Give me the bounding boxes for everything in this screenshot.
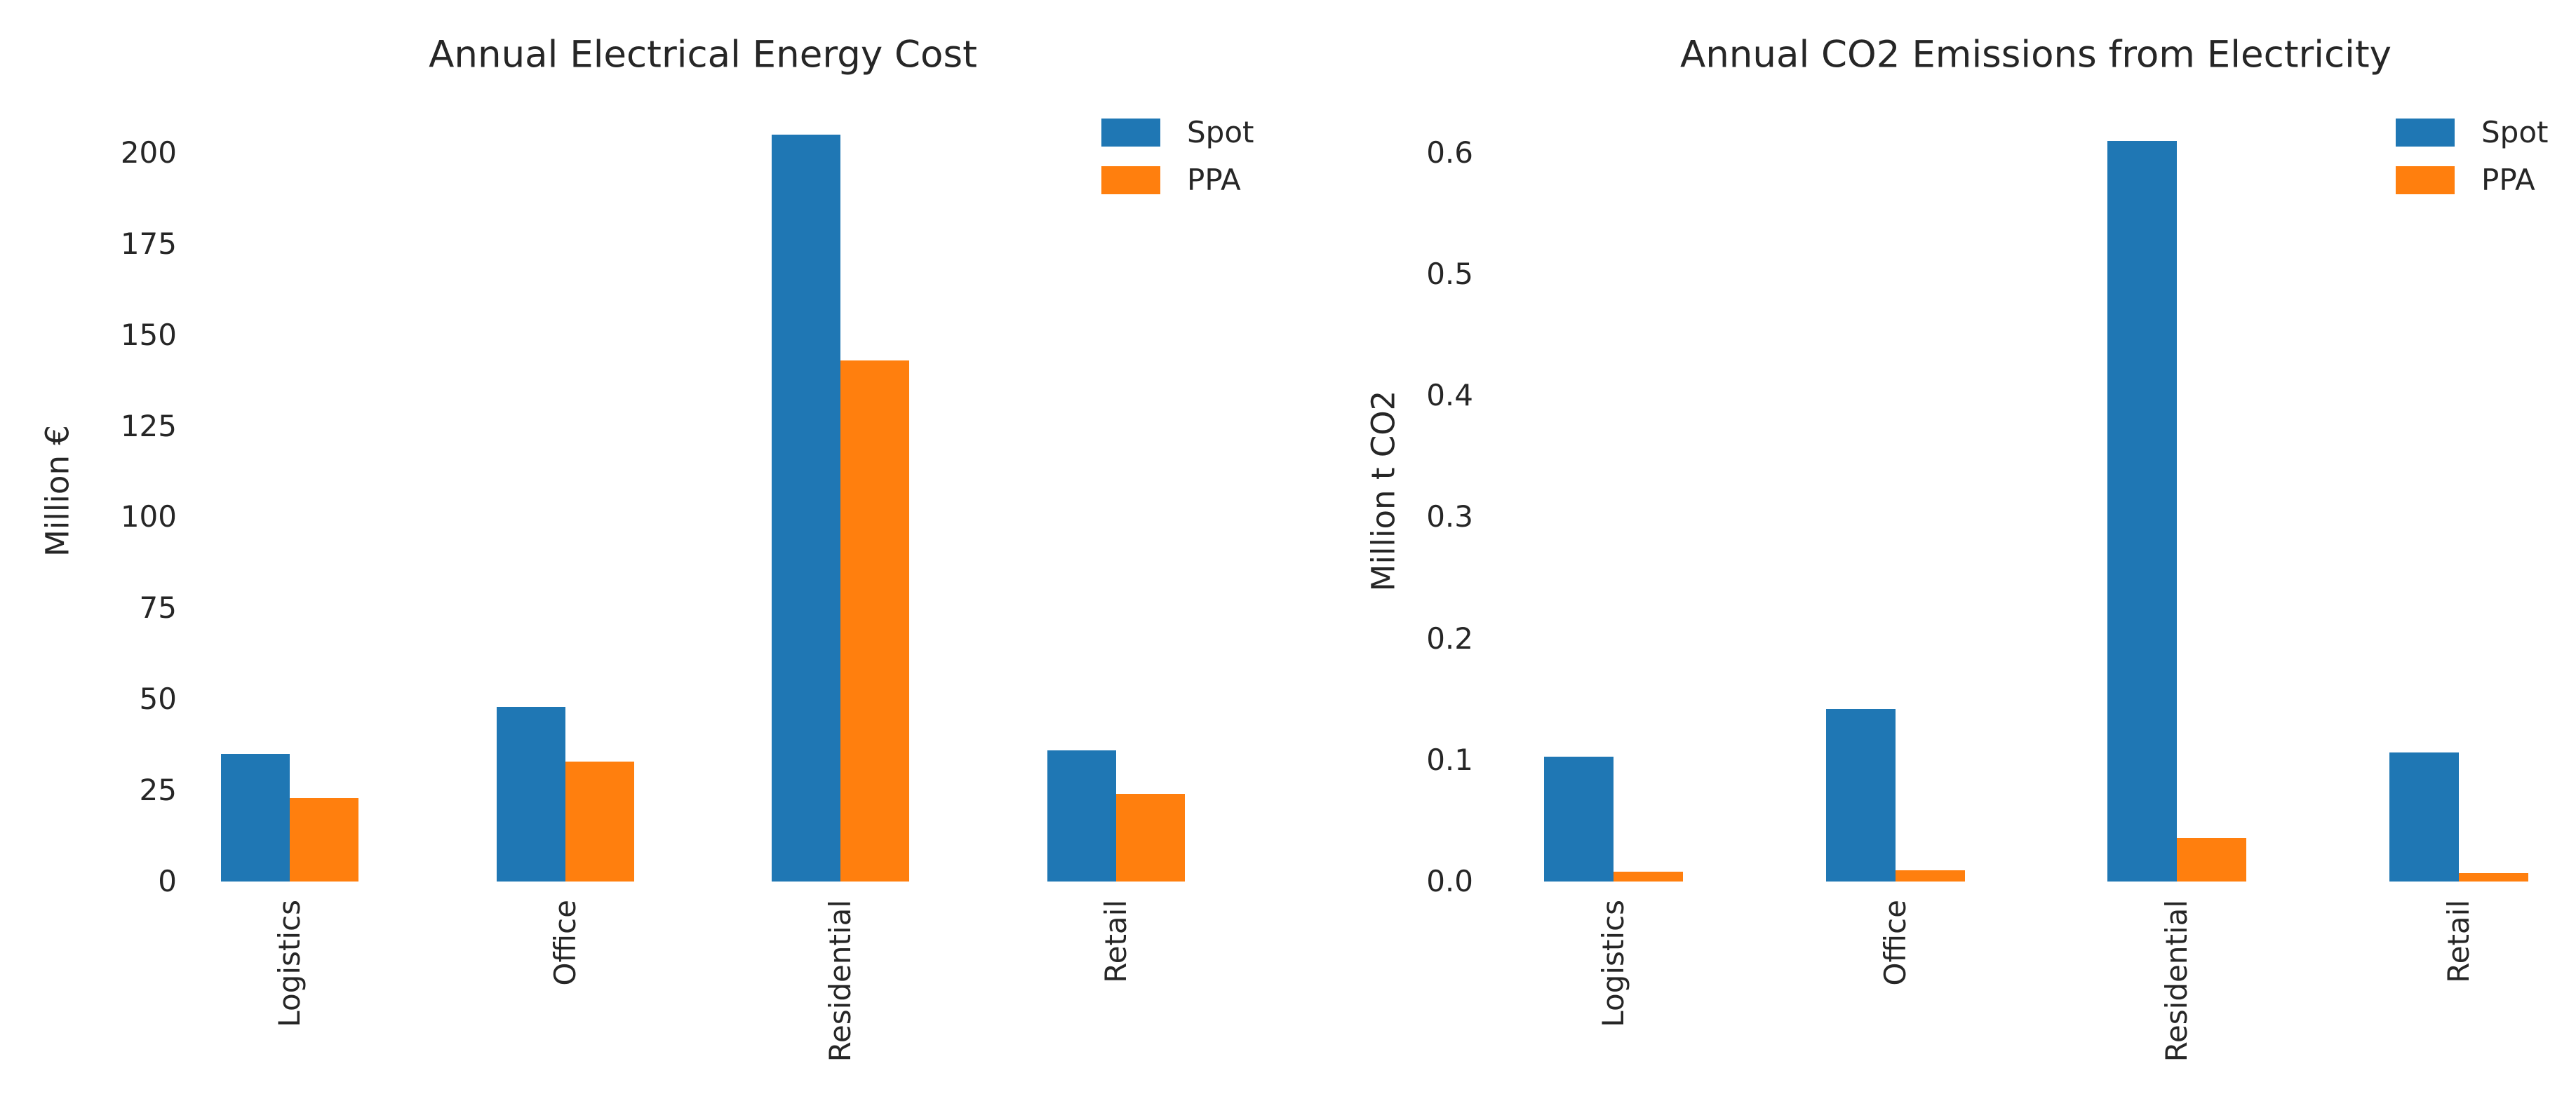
bar-residential-ppa [840,360,909,882]
legend-label-spot: Spot [2481,115,2549,149]
y-tick-label: 0.1 [1426,742,1473,777]
x-tick-label-logistics: Logistics [1596,900,1630,1027]
legend-label-ppa: PPA [1187,163,1241,197]
y-axis-label: Million t CO2 [1364,390,1402,592]
legend: Spot PPA [1101,118,1254,195]
bar-retail-spot [2389,752,2459,882]
bar-retail-ppa [2458,872,2528,882]
legend: Spot PPA [2396,118,2548,195]
y-tick-label: 175 [120,226,177,261]
bar-residential-spot [772,134,840,882]
legend-swatch-ppa-icon [2396,166,2455,194]
bar-logistics-spot [221,754,290,882]
y-tick-label: 200 [120,135,177,170]
y-tick-label: 25 [139,773,177,808]
bar-logistics-spot [1544,756,1614,882]
bar-residential-spot [2107,140,2177,882]
y-tick-label: 0 [158,864,177,898]
y-tick-label: 0.6 [1426,135,1473,170]
y-tick-label: 0.2 [1426,621,1473,656]
y-tick-label: 125 [120,408,177,443]
y-tick-label: 75 [139,590,177,626]
bar-logistics-ppa [1614,872,1683,882]
y-tick-label: 0.0 [1426,864,1473,898]
legend-item-ppa: PPA [1101,166,1254,195]
legend-label-ppa: PPA [2481,163,2535,197]
bar-retail-spot [1047,750,1116,882]
y-tick-label: 0.4 [1426,378,1473,413]
x-tick-label-retail: Retail [2441,900,2476,983]
y-tick-label: 100 [120,499,177,534]
bar-office-ppa [1895,870,1965,882]
bar-office-spot [1825,709,1896,882]
bar-residential-ppa [2177,837,2246,882]
legend-item-ppa: PPA [2396,166,2548,195]
legend-item-spot: Spot [2396,118,2548,147]
x-tick-label-residential: Residential [2159,900,2194,1062]
y-tick-label: 0.5 [1426,257,1473,292]
legend-item-spot: Spot [1101,118,1254,147]
legend-swatch-ppa-icon [1101,166,1160,194]
y-tick-label: 0.3 [1426,499,1473,534]
bar-office-ppa [565,761,634,882]
bar-retail-ppa [1115,794,1185,882]
y-tick-label: 150 [120,317,177,352]
y-tick-label: 50 [139,682,177,717]
legend-label-spot: Spot [1187,115,1254,149]
x-tick-label-office: Office [1877,900,1912,986]
legend-swatch-spot-icon [2396,119,2455,147]
bar-logistics-ppa [290,797,358,882]
chart-title: Annual Electrical Energy Cost [429,33,977,76]
chart-title: Annual CO2 Emissions from Electricity [1679,33,2392,76]
legend-swatch-spot-icon [1101,119,1160,147]
bar-office-spot [496,706,565,882]
